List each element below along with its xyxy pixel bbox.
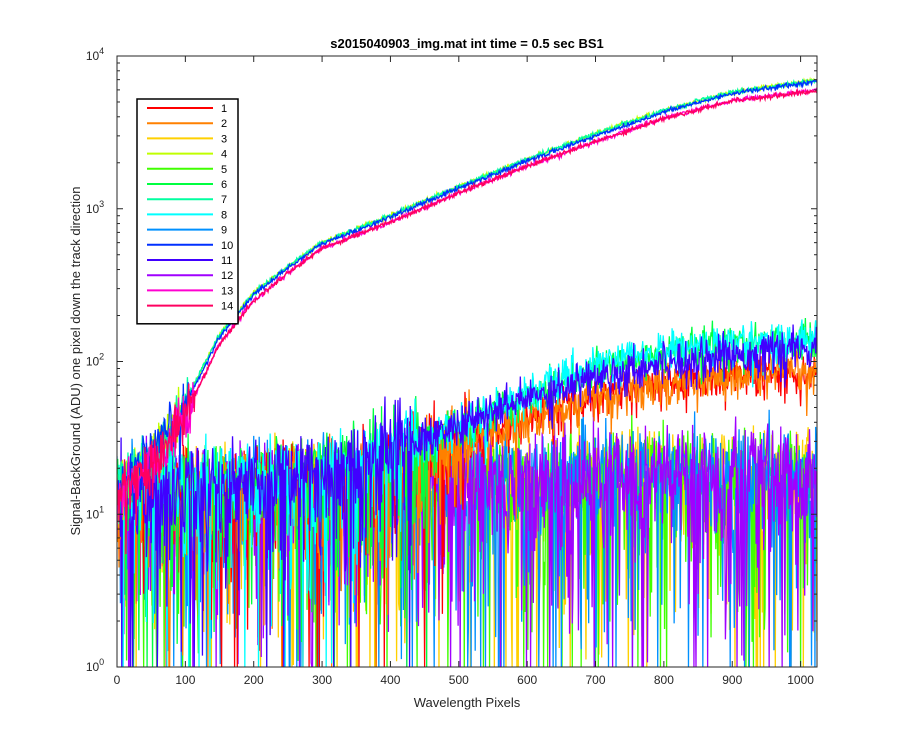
ticks-layer: 0 100 200 300 400 500 600 700 800 900 100010010110… [86,46,817,687]
y-tick-label: 102 [86,352,104,369]
y-tick-label: 100 [86,657,104,674]
y-axis-label: Signal-BackGround (ADU) one pixel down t… [68,186,83,535]
y-tick-label: 103 [86,199,104,216]
legend-label-12: 12 [221,270,233,282]
legend-label-9: 9 [221,225,227,237]
legend-label-1: 1 [221,103,227,115]
legend-label-7: 7 [221,194,227,206]
legend-label-5: 5 [221,164,227,176]
x-tick-label: 900 [722,673,742,687]
x-tick-label: 100 [175,673,195,687]
legend-label-10: 10 [221,240,233,252]
legend-box [136,98,239,325]
series-line-14 [117,87,817,555]
legend-label-3: 3 [221,133,227,145]
legend-label-2: 2 [221,118,227,130]
x-tick-label: 1000 [787,673,814,687]
x-tick-label: 500 [449,673,469,687]
x-tick-label: 0 [114,673,121,687]
x-tick-label: 700 [586,673,606,687]
y-tick-label: 101 [86,504,104,521]
x-tick-label: 400 [380,673,400,687]
legend-label-11: 11 [221,255,232,267]
x-tick-label: 600 [517,673,537,687]
series-layer [117,76,817,667]
chart-title: s2015040903_img.mat int time = 0.5 sec B… [330,36,604,51]
legend-label-14: 14 [221,301,233,313]
x-tick-label: 800 [654,673,674,687]
x-tick-label: 200 [244,673,264,687]
legend-label-13: 13 [221,285,233,297]
legend-label-6: 6 [221,179,227,191]
legend-label-8: 8 [221,209,227,221]
series-line-11 [117,324,817,667]
y-tick-label: 104 [86,46,104,63]
x-axis-label: Wavelength Pixels [414,695,521,710]
legend-label-4: 4 [221,149,227,161]
x-tick-label: 300 [312,673,332,687]
